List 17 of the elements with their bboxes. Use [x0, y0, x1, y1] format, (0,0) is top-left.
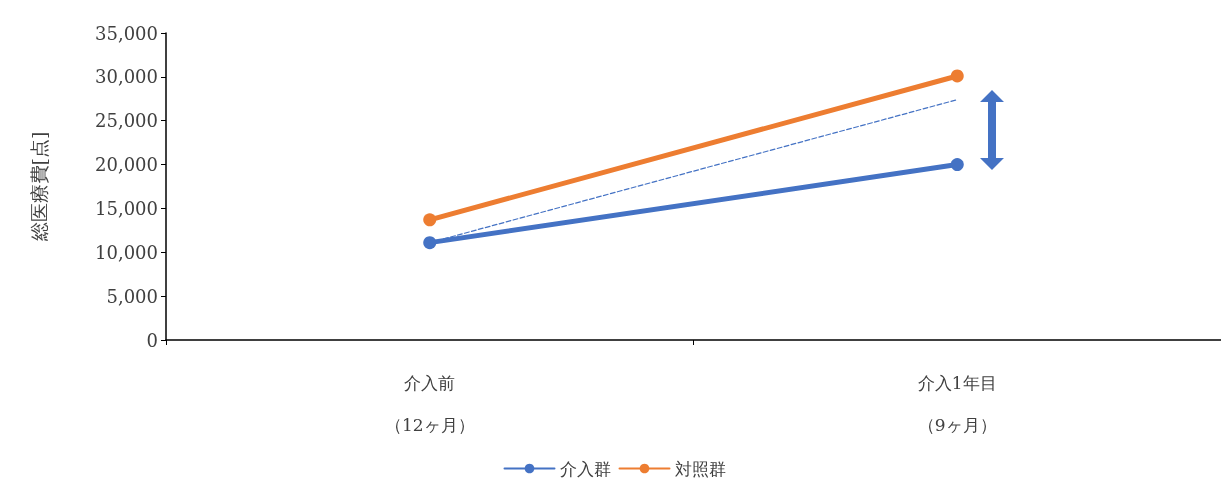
legend-label: 対照群 [674, 458, 726, 479]
y-tick-label: 35,000 [95, 22, 158, 44]
point [423, 236, 437, 250]
y-tick-label: 15,000 [95, 197, 158, 219]
point [950, 158, 964, 172]
y-tick-label: 5,000 [106, 285, 158, 307]
legend-label: 介入群 [559, 458, 611, 479]
point [423, 213, 437, 227]
y-axis-title: 総医療費[点] [27, 131, 50, 243]
y-tick-label: 25,000 [95, 110, 158, 132]
y-tick-label: 20,000 [95, 154, 158, 176]
category-label: 介入1年目（9ヶ月） [917, 373, 997, 435]
point [950, 69, 964, 83]
category-label: 介入前（12ヶ月） [384, 373, 475, 435]
y-tick-label: 0 [146, 329, 158, 351]
y-tick-label: 10,000 [95, 241, 158, 263]
y-tick-label: 30,000 [95, 66, 158, 88]
